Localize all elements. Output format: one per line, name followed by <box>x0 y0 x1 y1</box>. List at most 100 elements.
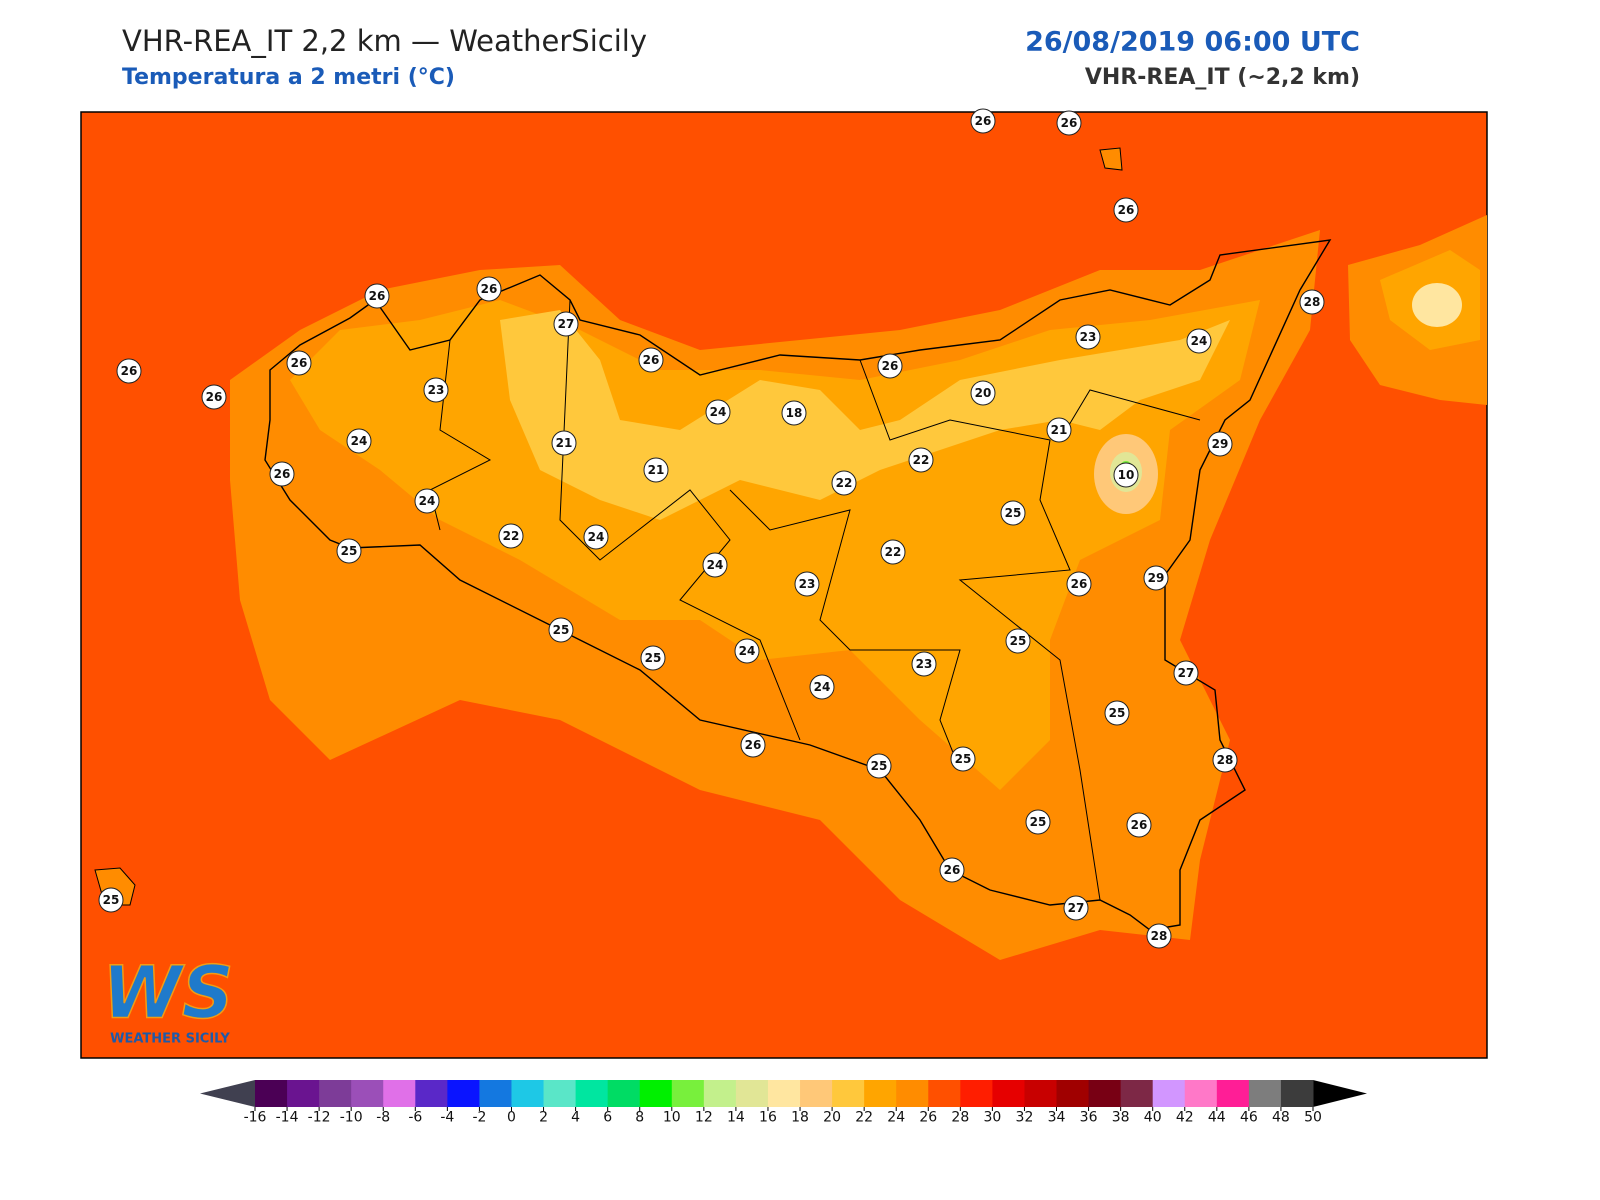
colorbar-segment <box>1152 1080 1186 1107</box>
station-value: 28 <box>1217 753 1234 767</box>
station-marker <box>911 651 937 677</box>
station-marker <box>794 571 820 597</box>
station-marker <box>548 617 574 643</box>
model-label: VHR-REA_IT (~2,2 km) <box>1085 65 1360 90</box>
station-marker <box>1212 747 1238 773</box>
station-value: 25 <box>1030 815 1047 829</box>
colorbar: -16 -14 -12 -10 -8 -6 -4 -2 0 2 4 6 8 10 12 14 16 18 20 22 2… <box>200 1080 1367 1126</box>
colorbar-tick-label: 10 <box>663 1110 681 1126</box>
station-marker <box>970 380 996 406</box>
station-value: 24 <box>351 434 368 448</box>
subtitle: Temperatura a 2 metri (°C) <box>122 65 455 90</box>
colorbar-segment <box>287 1080 320 1107</box>
colorbar-tick-label: 12 <box>695 1110 713 1126</box>
colorbar-segment <box>671 1080 705 1107</box>
station-value: 24 <box>739 644 756 658</box>
station-value: 24 <box>1191 334 1208 348</box>
station-value: 28 <box>1151 929 1168 943</box>
station-marker <box>908 447 934 473</box>
station-marker <box>1075 324 1101 350</box>
station-value: 23 <box>428 383 445 397</box>
colorbar-tick-label: 44 <box>1208 1110 1226 1126</box>
colorbar-tick-label: 38 <box>1112 1110 1130 1126</box>
station-value: 25 <box>553 623 570 637</box>
station-marker <box>414 488 440 514</box>
logo-mark: WS <box>102 951 233 1035</box>
colorbar-tick-label: 0 <box>507 1110 516 1126</box>
station-value: 26 <box>481 282 498 296</box>
station-value: 26 <box>975 114 992 128</box>
station-value: 23 <box>799 577 816 591</box>
colorbar-tick-label: 46 <box>1240 1110 1258 1126</box>
station-marker <box>970 108 996 134</box>
station-value: 25 <box>103 893 120 907</box>
station-marker <box>1046 417 1072 443</box>
station-marker <box>705 399 731 425</box>
station-marker <box>1299 289 1325 315</box>
station-marker <box>1173 660 1199 686</box>
station-value: 25 <box>1005 506 1022 520</box>
station-marker <box>1005 628 1031 654</box>
colorbar-segment <box>1248 1080 1282 1107</box>
station-marker <box>364 283 390 309</box>
station-marker <box>1126 812 1152 838</box>
colorbar-tick-label: 28 <box>951 1110 969 1126</box>
station-value: 25 <box>1010 634 1027 648</box>
calabria-cool <box>1412 283 1462 327</box>
station-marker <box>734 638 760 664</box>
station-value: 25 <box>871 759 888 773</box>
colorbar-segment <box>896 1080 929 1107</box>
stations: 26 26 26 26 26 27 26 26 26 26 23 26 23 24 28 20 24 18 21 29… <box>98 108 1325 949</box>
station-marker <box>1066 571 1092 597</box>
colorbar-segment <box>1280 1080 1314 1107</box>
colorbar-segment <box>832 1080 865 1107</box>
station-value: 26 <box>1061 116 1078 130</box>
station-marker <box>1104 700 1130 726</box>
station-value: 27 <box>1068 901 1085 915</box>
station-value: 25 <box>341 544 358 558</box>
station-marker <box>98 887 124 913</box>
station-value: 28 <box>1304 295 1321 309</box>
colorbar-tick-label: 30 <box>983 1110 1001 1126</box>
colorbar-tick-label: 20 <box>823 1110 841 1126</box>
colorbar-tick-label: -16 <box>244 1110 267 1126</box>
colorbar-segment <box>511 1080 545 1107</box>
colorbar-segment <box>1184 1080 1218 1107</box>
station-value: 26 <box>121 364 138 378</box>
colorbar-segment <box>639 1080 673 1107</box>
colorbar-tick-label: -10 <box>340 1110 363 1126</box>
colorbar-segment <box>800 1080 833 1107</box>
colorbar-over <box>1313 1080 1367 1107</box>
station-marker <box>346 428 372 454</box>
station-value: 29 <box>1148 571 1165 585</box>
station-marker <box>950 746 976 772</box>
colorbar-segment <box>255 1080 288 1107</box>
colorbar-segment <box>1216 1080 1250 1107</box>
station-value: 26 <box>1131 818 1148 832</box>
colorbar-segment <box>767 1080 801 1107</box>
colorbar-segment <box>319 1080 352 1107</box>
station-value: 26 <box>882 359 899 373</box>
station-value: 24 <box>710 405 727 419</box>
station-marker <box>809 674 835 700</box>
map-frame <box>80 111 1488 1059</box>
station-marker <box>583 524 609 550</box>
station-marker <box>1063 895 1089 921</box>
colorbar-segment <box>447 1080 480 1107</box>
station-marker <box>553 311 579 337</box>
station-value: 27 <box>1178 666 1195 680</box>
eolie <box>1099 147 1123 171</box>
station-marker <box>476 276 502 302</box>
station-value: 23 <box>1080 330 1097 344</box>
station-marker <box>866 753 892 779</box>
cool-zone <box>500 310 1230 520</box>
colorbar-tick-label: 34 <box>1048 1110 1066 1126</box>
colorbar-tick-label: -14 <box>276 1110 299 1126</box>
colorbar-tick-label: 50 <box>1304 1110 1322 1126</box>
station-marker <box>1146 923 1172 949</box>
station-marker <box>702 552 728 578</box>
colorbar-tick-label: 18 <box>791 1110 809 1126</box>
station-value: 26 <box>274 467 291 481</box>
